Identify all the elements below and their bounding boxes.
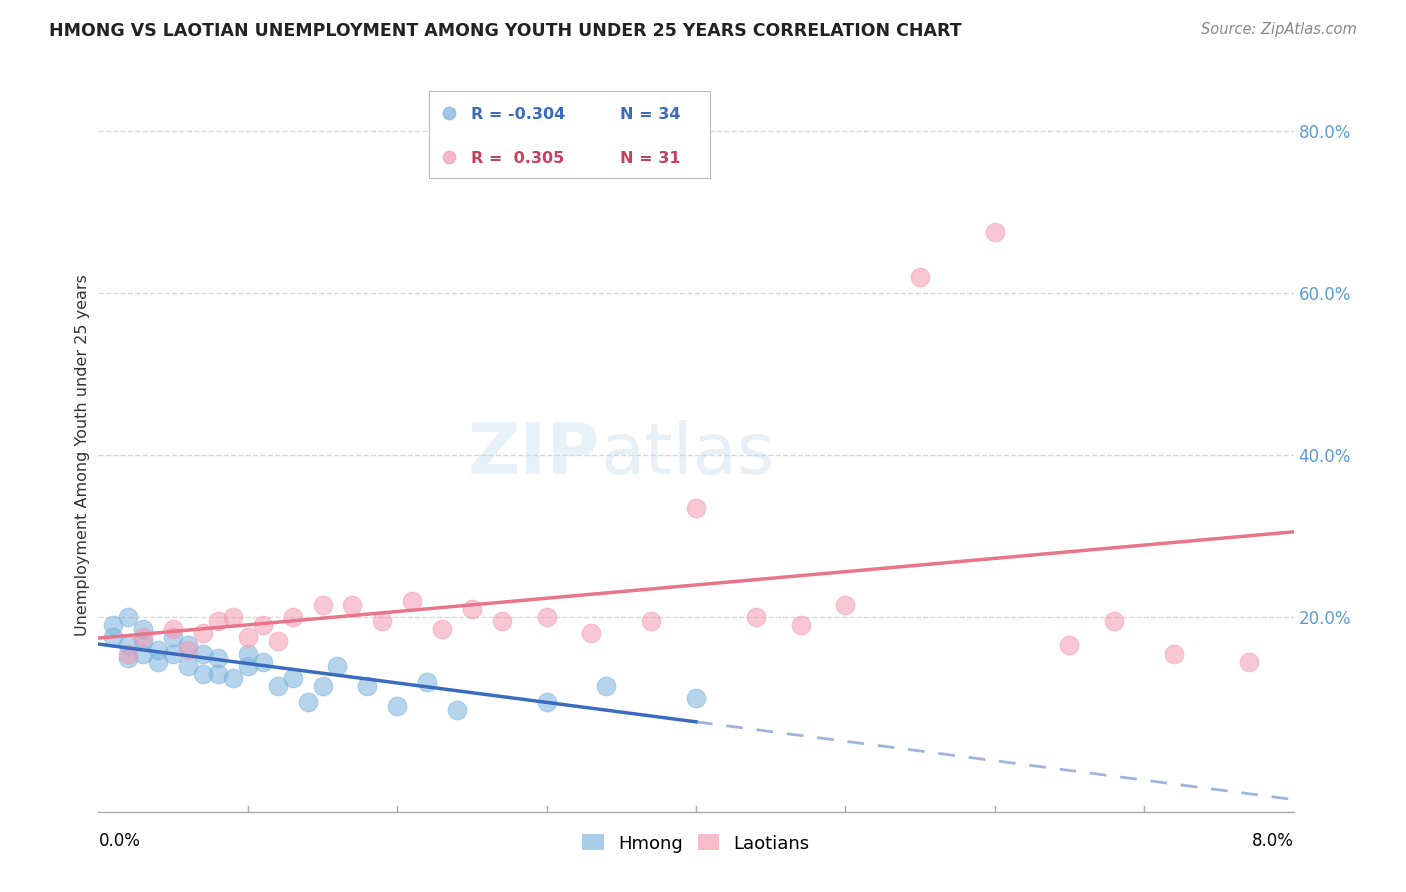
- Text: ZIP: ZIP: [468, 420, 600, 490]
- Point: [236, 631, 259, 645]
- Point: [191, 626, 214, 640]
- Point: [342, 598, 364, 612]
- Point: [281, 671, 304, 685]
- Point: [236, 647, 259, 661]
- Point: [536, 695, 558, 709]
- Point: [311, 598, 333, 612]
- Point: [297, 695, 319, 709]
- Point: [685, 500, 707, 515]
- Point: [267, 634, 290, 648]
- Point: [685, 691, 707, 706]
- Point: [640, 614, 662, 628]
- Point: [437, 105, 460, 120]
- Point: [177, 642, 200, 657]
- Text: R =  0.305: R = 0.305: [471, 151, 564, 166]
- Point: [132, 631, 155, 645]
- Point: [207, 650, 229, 665]
- Point: [908, 269, 931, 284]
- Point: [595, 679, 617, 693]
- Point: [191, 666, 214, 681]
- Point: [148, 642, 170, 657]
- Point: [536, 610, 558, 624]
- Point: [132, 622, 155, 636]
- Point: [1163, 647, 1185, 661]
- Point: [177, 639, 200, 653]
- Point: [162, 647, 184, 661]
- Point: [401, 594, 423, 608]
- Y-axis label: Unemployment Among Youth under 25 years: Unemployment Among Youth under 25 years: [75, 274, 90, 636]
- Point: [236, 658, 259, 673]
- Point: [491, 614, 513, 628]
- Point: [281, 610, 304, 624]
- Point: [430, 622, 453, 636]
- Point: [177, 658, 200, 673]
- Point: [103, 631, 125, 645]
- Point: [162, 631, 184, 645]
- Point: [437, 150, 460, 164]
- Point: [222, 671, 245, 685]
- Point: [371, 614, 394, 628]
- Point: [132, 634, 155, 648]
- Point: [207, 614, 229, 628]
- Point: [191, 647, 214, 661]
- Point: [132, 647, 155, 661]
- Point: [581, 626, 603, 640]
- Point: [311, 679, 333, 693]
- Point: [162, 622, 184, 636]
- Point: [834, 598, 856, 612]
- Text: Source: ZipAtlas.com: Source: ZipAtlas.com: [1201, 22, 1357, 37]
- Text: 8.0%: 8.0%: [1251, 832, 1294, 850]
- Point: [252, 618, 274, 632]
- Text: 0.0%: 0.0%: [98, 832, 141, 850]
- Point: [148, 655, 170, 669]
- Point: [1059, 639, 1081, 653]
- Point: [1104, 614, 1126, 628]
- Point: [103, 618, 125, 632]
- Point: [385, 699, 409, 714]
- Point: [252, 655, 274, 669]
- Point: [416, 675, 439, 690]
- Text: HMONG VS LAOTIAN UNEMPLOYMENT AMONG YOUTH UNDER 25 YEARS CORRELATION CHART: HMONG VS LAOTIAN UNEMPLOYMENT AMONG YOUT…: [49, 22, 962, 40]
- Point: [117, 610, 139, 624]
- Text: R = -0.304: R = -0.304: [471, 107, 565, 122]
- Text: N = 34: N = 34: [620, 107, 681, 122]
- Point: [356, 679, 378, 693]
- Point: [1237, 655, 1260, 669]
- Text: N = 31: N = 31: [620, 151, 681, 166]
- Point: [446, 703, 468, 717]
- Point: [222, 610, 245, 624]
- Point: [117, 650, 139, 665]
- Point: [117, 647, 139, 661]
- Point: [745, 610, 768, 624]
- Point: [207, 666, 229, 681]
- Point: [326, 658, 349, 673]
- Legend: Hmong, Laotians: Hmong, Laotians: [575, 827, 817, 860]
- Point: [461, 602, 484, 616]
- Point: [789, 618, 811, 632]
- Point: [267, 679, 290, 693]
- Text: atlas: atlas: [600, 420, 775, 490]
- Point: [117, 639, 139, 653]
- Point: [984, 225, 1007, 239]
